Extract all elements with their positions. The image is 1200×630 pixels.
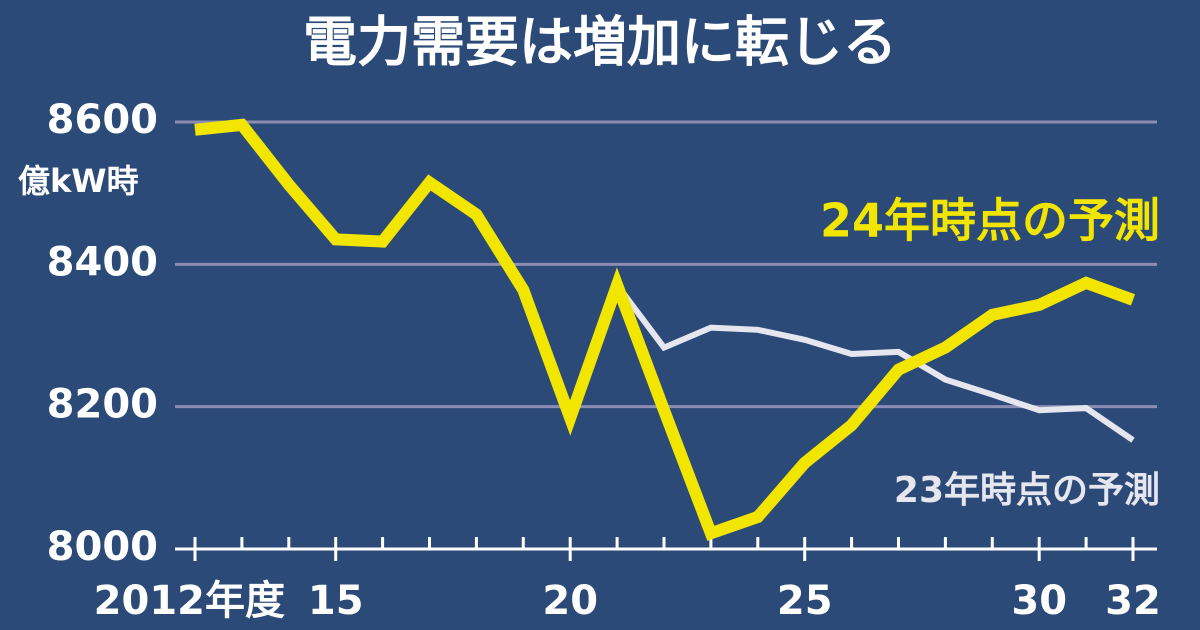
x-tick-label: 32 — [1105, 578, 1161, 624]
x-tick-label: 30 — [1011, 578, 1067, 624]
series-line — [194, 118, 1136, 541]
series-label: 24年時点の予測 — [820, 194, 1160, 248]
series-line — [614, 283, 1135, 443]
y-tick-label: 8400 — [47, 239, 158, 285]
chart-title: 電力需要は増加に転じる — [303, 11, 897, 74]
x-tick-label: 25 — [777, 578, 833, 624]
x-tick-label: 15 — [308, 578, 364, 624]
x-tick-label: 2012年度 — [94, 578, 285, 624]
x-tick-label: 20 — [542, 578, 598, 624]
y-tick-label: 8000 — [47, 524, 158, 570]
y-axis-label: 億kW時 — [18, 162, 139, 200]
y-tick-label: 8200 — [47, 382, 158, 428]
series-label: 23年時点の予測 — [894, 470, 1160, 511]
y-tick-label: 8600 — [47, 97, 158, 143]
